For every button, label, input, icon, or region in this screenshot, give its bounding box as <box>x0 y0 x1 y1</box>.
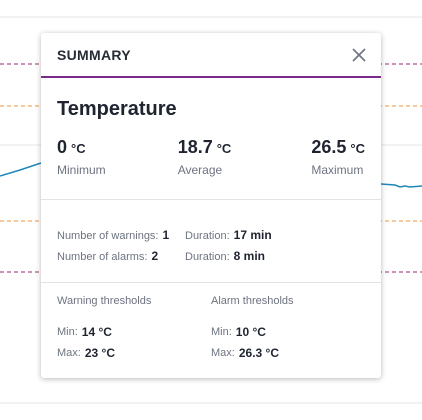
metric-title: Temperature <box>57 98 177 120</box>
stat-unit: °C <box>350 141 365 156</box>
warning-min-value: 14 °C <box>81 324 112 339</box>
alarms-label: Number of alarms: <box>57 250 148 263</box>
stat-value: 18.7 <box>177 137 213 157</box>
stat-label: Maximum <box>311 163 364 177</box>
stat-unit: °C <box>216 141 232 156</box>
series-line <box>0 162 42 177</box>
warning-thresholds-heading: Warning thresholds <box>57 295 152 307</box>
stat-value: 26.5 <box>311 137 347 157</box>
warnings-row: Number of warnings: 1 Duration: 17 min <box>57 224 365 245</box>
alarms-count: 2 <box>151 248 159 263</box>
stat-minimum: 0 °C Minimum <box>57 137 106 177</box>
series-line <box>380 183 422 188</box>
stat-unit: °C <box>71 141 86 156</box>
alarm-max-value: 26.3 °C <box>238 345 279 360</box>
popover-header: SUMMARY <box>41 33 381 78</box>
warnings-count: 1 <box>162 227 170 242</box>
max-label: Max: <box>211 346 235 359</box>
warning-max-value: 23 °C <box>84 345 115 360</box>
stat-label: Average <box>177 163 223 177</box>
min-label: Min: <box>211 325 232 338</box>
alarm-min-value: 10 °C <box>235 324 266 339</box>
alarms-row: Number of alarms: 2 Duration: 8 min <box>57 245 365 266</box>
thresholds-section: Warning thresholds Min: 14 °C Max: 23 °C A… <box>41 283 381 363</box>
duration-label: Duration: <box>185 250 230 263</box>
alarms-duration: 8 min <box>233 248 265 263</box>
alarm-thresholds: Alarm thresholds Min: 10 °C Max: 26.3 °C <box>211 295 365 363</box>
close-icon[interactable] <box>349 45 369 65</box>
stats-section: Temperature 0 °C Minimum 18.7 °C Average 2… <box>41 78 381 200</box>
stat-average: 18.7 °C Average <box>178 137 232 177</box>
max-label: Max: <box>57 346 81 359</box>
stat-value: 0 <box>57 137 68 157</box>
warning-thresholds: Warning thresholds Min: 14 °C Max: 23 °C <box>57 295 211 363</box>
summary-popover: SUMMARY Temperature 0 °C Minimum 18.7 °C A… <box>41 33 381 378</box>
popover-title: SUMMARY <box>57 46 131 63</box>
alarm-thresholds-heading: Alarm thresholds <box>211 295 294 307</box>
duration-label: Duration: <box>185 229 230 242</box>
stat-maximum: 26.5 °C Maximum <box>311 137 365 177</box>
min-label: Min: <box>57 325 78 338</box>
stat-label: Minimum <box>57 163 106 177</box>
warnings-duration: 17 min <box>233 227 272 242</box>
counts-section: Number of warnings: 1 Duration: 17 min Num… <box>41 200 381 283</box>
warnings-label: Number of warnings: <box>57 229 159 242</box>
